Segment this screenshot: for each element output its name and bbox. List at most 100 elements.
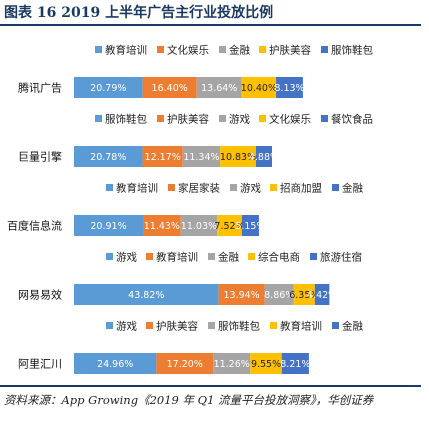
data-label: 13.64% xyxy=(201,83,237,94)
category-label: 网易易效 xyxy=(18,288,62,302)
legend-swatch xyxy=(208,253,215,260)
bar-segment xyxy=(293,284,315,305)
legend-swatch xyxy=(332,322,339,329)
legend-label: 文化娱乐 xyxy=(167,44,209,57)
legend-swatch xyxy=(270,184,277,191)
legend-label: 游戏 xyxy=(240,182,261,195)
data-label: 43.82% xyxy=(128,290,164,301)
data-label: 10.40% xyxy=(241,83,277,94)
data-label: 4.88% xyxy=(249,152,279,163)
legend-swatch xyxy=(259,115,266,122)
legend-swatch xyxy=(157,46,164,53)
data-label: 20.78% xyxy=(90,152,126,163)
data-label: 16.40% xyxy=(152,83,188,94)
bar-segment xyxy=(264,284,294,305)
legend-swatch xyxy=(248,253,255,260)
source-note: 资料来源：App Growing《2019 年 Q1 流量平台投放洞察》，华创证… xyxy=(4,393,374,407)
category-label: 阿里汇川 xyxy=(18,358,62,371)
bar-segment xyxy=(241,215,259,236)
bar-segment xyxy=(74,77,143,98)
data-label: 10.83% xyxy=(220,152,256,163)
legend-label: 家居家装 xyxy=(178,182,220,195)
data-label: 5.15% xyxy=(235,221,265,232)
bar-segment xyxy=(217,215,242,236)
bar-segment xyxy=(74,215,144,236)
data-label: 7.52% xyxy=(214,221,244,232)
data-label: 17.20% xyxy=(167,359,203,370)
bar-segment xyxy=(156,353,214,374)
legend-label: 文化娱乐 xyxy=(269,113,311,126)
legend-label: 游戏 xyxy=(229,113,250,126)
data-label: 8.86% xyxy=(264,290,294,301)
bar-segment xyxy=(74,284,219,305)
data-label: 9.55% xyxy=(251,359,281,370)
data-label: 11.03% xyxy=(181,221,217,232)
data-label: 8.21% xyxy=(280,359,310,370)
legend-swatch xyxy=(219,115,226,122)
bar-segment xyxy=(255,146,272,167)
legend-label: 服饰鞋包 xyxy=(218,320,260,333)
data-label: 11.34% xyxy=(183,152,219,163)
bar-segment xyxy=(314,284,330,305)
legend-label: 游戏 xyxy=(116,320,137,333)
legend-label: 护肤美容 xyxy=(167,113,209,126)
legend-label: 金融 xyxy=(342,320,363,333)
bar-segment xyxy=(218,284,265,305)
figure-title: 图表 16 2019 上半年广告主行业投放比例 xyxy=(4,5,274,21)
legend-label: 服饰鞋包 xyxy=(105,113,147,126)
legend-swatch xyxy=(270,322,277,329)
title-rule xyxy=(0,24,421,26)
bar-segment xyxy=(74,146,143,167)
legend-label: 餐饮食品 xyxy=(331,113,373,126)
legend-label: 护肤美容 xyxy=(269,44,311,57)
legend-swatch xyxy=(259,46,266,53)
bar-segment xyxy=(250,353,282,374)
legend-swatch xyxy=(208,322,215,329)
legend-swatch xyxy=(310,253,317,260)
legend-swatch xyxy=(106,253,113,260)
legend-swatch xyxy=(95,115,102,122)
legend-swatch xyxy=(321,115,328,122)
legend-swatch xyxy=(219,46,226,53)
legend-swatch xyxy=(230,184,237,191)
data-label: 11.26% xyxy=(214,359,250,370)
legend-swatch xyxy=(332,184,339,191)
legend-label: 服饰鞋包 xyxy=(331,44,373,57)
category-label: 腾讯广告 xyxy=(18,81,62,95)
legend-swatch xyxy=(321,46,328,53)
legend-label: 教育培训 xyxy=(116,182,158,195)
legend-label: 旅游住宿 xyxy=(320,251,362,264)
bar-segment xyxy=(276,77,303,98)
legend-swatch xyxy=(106,322,113,329)
data-label: 11.43% xyxy=(144,221,180,232)
data-label: 13.94% xyxy=(223,290,259,301)
bar-segment xyxy=(143,215,181,236)
legend-swatch xyxy=(106,184,113,191)
legend-label: 综合电商 xyxy=(258,251,300,264)
data-label: 12.17% xyxy=(145,152,181,163)
bar-segment xyxy=(142,146,183,167)
legend-label: 教育培训 xyxy=(105,44,147,57)
bar-segment xyxy=(213,353,251,374)
legend-label: 教育培训 xyxy=(280,320,322,333)
bar-segment xyxy=(182,146,221,167)
bar-segment xyxy=(196,77,242,98)
data-label: 20.91% xyxy=(90,221,126,232)
legend-label: 游戏 xyxy=(116,251,137,264)
bar-segment xyxy=(180,215,218,236)
legend-label: 金融 xyxy=(218,251,239,264)
legend-swatch xyxy=(146,322,153,329)
bar-segment xyxy=(74,353,157,374)
legend-swatch xyxy=(157,115,164,122)
category-label: 巨量引擎 xyxy=(18,150,62,164)
bar-segment xyxy=(281,353,309,374)
data-label: 4.42% xyxy=(307,290,337,301)
source-rule xyxy=(0,385,421,387)
category-label: 百度信息流 xyxy=(7,219,62,233)
data-label: 8.13% xyxy=(274,83,304,94)
legend-swatch xyxy=(146,253,153,260)
bar-segment xyxy=(241,77,277,98)
legend-swatch xyxy=(168,184,175,191)
legend-label: 招商加盟 xyxy=(280,182,322,195)
